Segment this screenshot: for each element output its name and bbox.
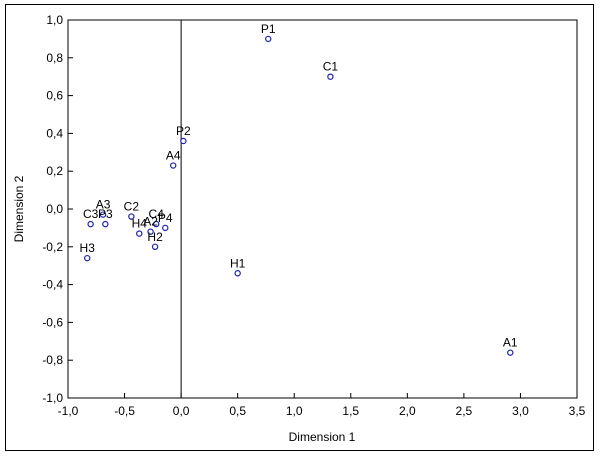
x-tick-label: 1,0 — [286, 404, 303, 418]
y-axis-label: Dimension 2 — [12, 175, 26, 242]
x-tick-label: -0,5 — [114, 404, 135, 418]
point-h1 — [234, 270, 241, 277]
point-label-c2: C2 — [124, 200, 140, 214]
x-tick-label: 2,5 — [456, 404, 473, 418]
y-tick-label: -1,0 — [42, 391, 63, 405]
x-tick-label: 3,5 — [569, 404, 586, 418]
point-h4 — [136, 230, 143, 237]
x-tick-label: 0,5 — [229, 404, 246, 418]
y-tick-label: 0,6 — [46, 89, 63, 103]
point-p1 — [265, 35, 272, 43]
point-label-p4: P4 — [158, 211, 173, 225]
point-label-h3: H3 — [80, 241, 96, 255]
x-tick-label: 1,5 — [342, 404, 359, 418]
point-label-h4: H4 — [132, 217, 148, 231]
point-label-p1: P1 — [261, 22, 276, 36]
x-tick-label: 0,0 — [173, 404, 190, 418]
point-c2 — [128, 213, 135, 220]
point-a1 — [507, 349, 514, 356]
y-tick-label: 1,0 — [46, 13, 63, 27]
point-h3 — [84, 254, 91, 262]
point-label-a1: A1 — [503, 336, 518, 350]
point-label-h1: H1 — [230, 256, 246, 270]
y-tick-label: -0,2 — [42, 240, 63, 254]
point-label-c1: C1 — [323, 60, 339, 74]
point-a3 — [99, 211, 107, 218]
y-ticks: 1,0 0,8 0,6 0,4 0,2 0,0 -0,2 -0,4 -0,6 -0,8 -1,0 — [42, 13, 73, 405]
point-a2 — [147, 228, 154, 235]
point-c3 — [87, 220, 94, 228]
point-label-c3: C3 — [83, 207, 99, 221]
y-tick-label: -0,6 — [42, 315, 63, 329]
point-label-c4: C4 — [149, 207, 165, 221]
y-tick-label: 0,2 — [46, 164, 63, 178]
y-tick-label: 0,4 — [46, 126, 63, 140]
x-tick-label: 2,0 — [399, 404, 416, 418]
y-tick-label: -0,8 — [42, 353, 63, 367]
point-c4 — [153, 220, 160, 228]
point-p2 — [180, 137, 187, 145]
x-ticks: -1,0 -0,5 0,0 0,5 1,0 1,5 2,0 2,5 3,0 3,5 — [58, 393, 586, 418]
point-p4 — [162, 224, 169, 232]
point-label-p3: P3 — [98, 207, 113, 221]
point-a4 — [169, 162, 177, 169]
x-tick-label: -1,0 — [58, 404, 79, 418]
point-h2 — [151, 243, 159, 250]
y-tick-label: 0,8 — [46, 51, 63, 65]
x-tick-label: 3,0 — [512, 404, 529, 418]
plot-area — [67, 19, 578, 399]
point-c1 — [327, 73, 334, 80]
chart-frame — [5, 4, 594, 451]
point-label-a4: A4 — [166, 149, 181, 163]
y-tick-label: -0,4 — [42, 278, 63, 292]
point-label-a3: A3 — [96, 198, 111, 212]
point-p3 — [102, 220, 109, 228]
point-label-a2: A2 — [143, 215, 158, 229]
y-tick-label: 0,0 — [46, 202, 63, 216]
x-axis-label: Dimension 1 — [289, 430, 356, 444]
point-label-h2: H2 — [147, 230, 163, 244]
point-label-p2: P2 — [176, 124, 191, 138]
